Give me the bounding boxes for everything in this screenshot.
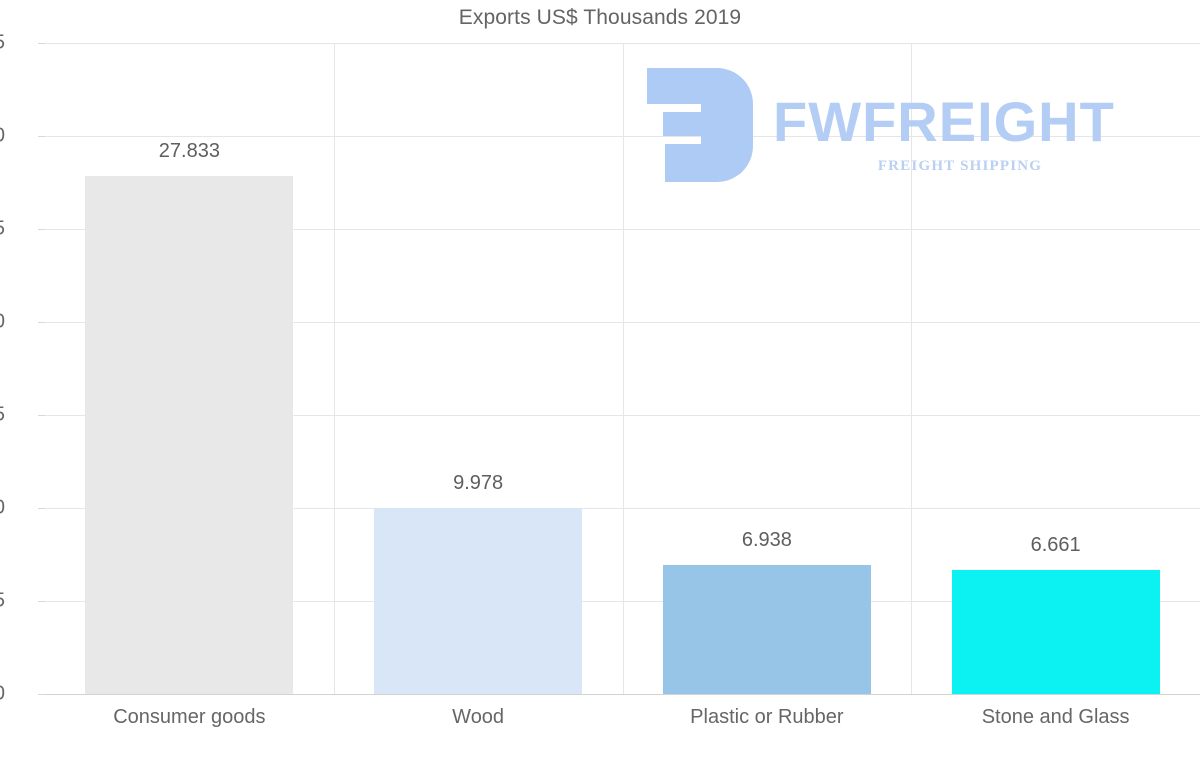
gridline-horizontal (45, 136, 1200, 137)
x-axis-label: Stone and Glass (981, 706, 1130, 728)
y-axis-tick (38, 229, 45, 230)
bar-value-label: 6.661 (1030, 534, 1081, 557)
y-axis-tick (38, 136, 45, 137)
gridline-horizontal (45, 601, 1200, 602)
bar-value-label: 27.833 (158, 140, 220, 163)
x-axis-label: Wood (452, 706, 505, 728)
y-axis-label: 15 (0, 404, 5, 427)
y-axis-tick (38, 322, 45, 323)
y-axis-tick (38, 43, 45, 44)
y-axis-label: 25 (0, 218, 5, 241)
y-axis-label: 10 (0, 497, 5, 520)
bar[interactable] (951, 570, 1160, 694)
y-axis-tick (38, 508, 45, 509)
gridline-vertical (334, 43, 335, 694)
gridline-horizontal (45, 229, 1200, 230)
y-axis-label: 5 (0, 590, 5, 613)
y-axis-tick (38, 601, 45, 602)
y-axis-tick (38, 415, 45, 416)
gridline-horizontal (45, 322, 1200, 323)
plot-area: 27.833 9.978 6.938 6.661 (45, 43, 1200, 695)
x-axis-line (45, 694, 1200, 695)
bar[interactable] (662, 564, 871, 694)
chart-title: Exports US$ Thousands 2019 (458, 6, 742, 29)
bar-value-label: 6.938 (741, 528, 792, 551)
gridline-vertical (911, 43, 912, 694)
bar-value-label: 9.978 (453, 472, 504, 495)
gridline-horizontal (45, 415, 1200, 416)
bar[interactable] (374, 508, 583, 694)
y-axis-label: 0 (0, 683, 5, 706)
x-axis-label: Consumer goods (113, 706, 266, 728)
gridline-horizontal (45, 43, 1200, 44)
x-axis-label: Plastic or Rubber (690, 706, 844, 728)
gridline-horizontal (45, 508, 1200, 509)
y-axis-label: 20 (0, 311, 5, 334)
y-axis-label: 35 (0, 32, 5, 55)
gridline-vertical (623, 43, 624, 694)
y-axis-label: 30 (0, 125, 5, 148)
y-axis-tick (38, 694, 45, 695)
bar[interactable] (85, 176, 294, 694)
